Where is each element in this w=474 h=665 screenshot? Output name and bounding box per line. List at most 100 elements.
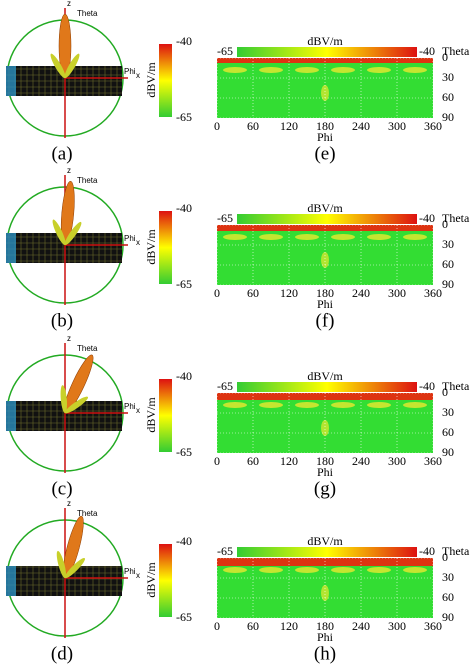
x-label: x xyxy=(136,238,140,247)
x-tick-label: 360 xyxy=(424,619,442,633)
y-tick-label: 90 xyxy=(442,277,454,291)
colorbar xyxy=(237,47,417,57)
heatmap-lobe xyxy=(403,567,427,573)
heatmap-lobe xyxy=(403,234,427,240)
x-tick-label: 240 xyxy=(352,619,370,633)
x-tick-label: 360 xyxy=(424,454,442,468)
colorbar-unit: dBV/m xyxy=(144,62,158,98)
colorbar-max: -40 xyxy=(176,201,192,215)
side-lobe xyxy=(50,53,66,79)
colorbar-unit: dBV/m xyxy=(307,534,343,548)
colorbar-unit: dBV/m xyxy=(144,562,158,598)
heatmap-lobe xyxy=(295,67,319,73)
y-title: Theta xyxy=(442,44,470,58)
panel-label: (g) xyxy=(314,478,336,499)
colorbar-unit: dBV/m xyxy=(307,201,343,215)
x-tick-label: 0 xyxy=(214,119,220,133)
y-tick-label: 30 xyxy=(442,70,454,84)
x-title: Phi xyxy=(317,465,334,479)
heatmap-lobe xyxy=(403,402,427,408)
y-title: Theta xyxy=(442,379,470,393)
heatmap-lobe xyxy=(331,234,355,240)
y-tick-label: 30 xyxy=(442,237,454,251)
x-tick-label: 300 xyxy=(388,119,406,133)
pattern-3d xyxy=(6,8,128,138)
colorbar-min: -65 xyxy=(217,211,233,225)
x-tick-label: 60 xyxy=(247,119,259,133)
colorbar xyxy=(159,379,172,452)
block-edge xyxy=(6,401,16,431)
colorbar-max: -40 xyxy=(419,544,435,558)
heatmap-lobe xyxy=(367,67,391,73)
x-tick-label: 120 xyxy=(280,286,298,300)
colorbar-min: -65 xyxy=(217,379,233,393)
colorbar-max: -40 xyxy=(419,211,435,225)
y-tick-label: 0 xyxy=(442,385,448,399)
x-tick-label: 0 xyxy=(214,286,220,300)
x-tick-label: 180 xyxy=(316,119,334,133)
x-label: x xyxy=(136,71,140,80)
theta-label: Theta xyxy=(77,9,98,18)
x-tick-label: 120 xyxy=(280,454,298,468)
y-tick-label: 30 xyxy=(442,405,454,419)
panel-label: (d) xyxy=(51,643,73,664)
panel-label: (a) xyxy=(51,143,72,164)
heatmap-top xyxy=(217,58,433,63)
colorbar xyxy=(237,214,417,224)
x-tick-label: 60 xyxy=(247,454,259,468)
panel-label: (f) xyxy=(316,310,335,331)
y-tick-label: 0 xyxy=(442,50,448,64)
phi-label: Phi xyxy=(124,567,136,576)
colorbar-min: -65 xyxy=(217,44,233,58)
heatmap-lobe xyxy=(223,402,247,408)
heatmap-lobe xyxy=(259,402,283,408)
heatmap-lobe xyxy=(321,420,329,436)
x-tick-label: 0 xyxy=(214,619,220,633)
heatmap-lobe xyxy=(331,567,355,573)
x-tick-label: 240 xyxy=(352,119,370,133)
y-tick-label: 0 xyxy=(442,550,448,564)
colorbar-unit: dBV/m xyxy=(144,397,158,433)
colorbar-max: -40 xyxy=(419,379,435,393)
x-label: x xyxy=(136,571,140,580)
heatmap-lobe xyxy=(403,67,427,73)
x-tick-label: 300 xyxy=(388,286,406,300)
x-tick-label: 180 xyxy=(316,454,334,468)
y-title: Theta xyxy=(442,211,470,225)
x-label: x xyxy=(136,406,140,415)
x-title: Phi xyxy=(317,130,334,144)
side-lobe xyxy=(60,385,68,414)
y-tick-label: 30 xyxy=(442,570,454,584)
y-tick-label: 60 xyxy=(442,425,454,439)
block-edge xyxy=(6,66,16,96)
panel-label: (b) xyxy=(51,310,73,331)
phi-label: Phi xyxy=(124,234,136,243)
heatmap-lobe xyxy=(295,234,319,240)
colorbar xyxy=(159,544,172,617)
panel-label: (c) xyxy=(51,478,72,499)
colorbar-max: -40 xyxy=(176,534,192,548)
y-title: Theta xyxy=(442,544,470,558)
colorbar xyxy=(159,211,172,284)
side-lobe xyxy=(64,557,86,579)
x-tick-label: 360 xyxy=(424,119,442,133)
x-tick-label: 120 xyxy=(280,119,298,133)
colorbar-min: -65 xyxy=(217,544,233,558)
heatmap-lobe xyxy=(321,252,329,268)
heatmap-lobe xyxy=(259,67,283,73)
y-tick-label: 60 xyxy=(442,257,454,271)
colorbar-min: -65 xyxy=(176,110,192,124)
heatmap-lobe xyxy=(259,567,283,573)
colorbar-unit: dBV/m xyxy=(307,34,343,48)
panel-label: (e) xyxy=(314,143,335,164)
x-tick-label: 300 xyxy=(388,454,406,468)
x-tick-label: 60 xyxy=(247,619,259,633)
heatmap-lobe xyxy=(295,402,319,408)
heatmap-lobe xyxy=(367,567,391,573)
heatmap-lobe xyxy=(331,402,355,408)
z-label: z xyxy=(67,334,71,343)
colorbar-min: -65 xyxy=(176,610,192,624)
y-tick-label: 0 xyxy=(442,217,448,231)
x-tick-label: 120 xyxy=(280,619,298,633)
